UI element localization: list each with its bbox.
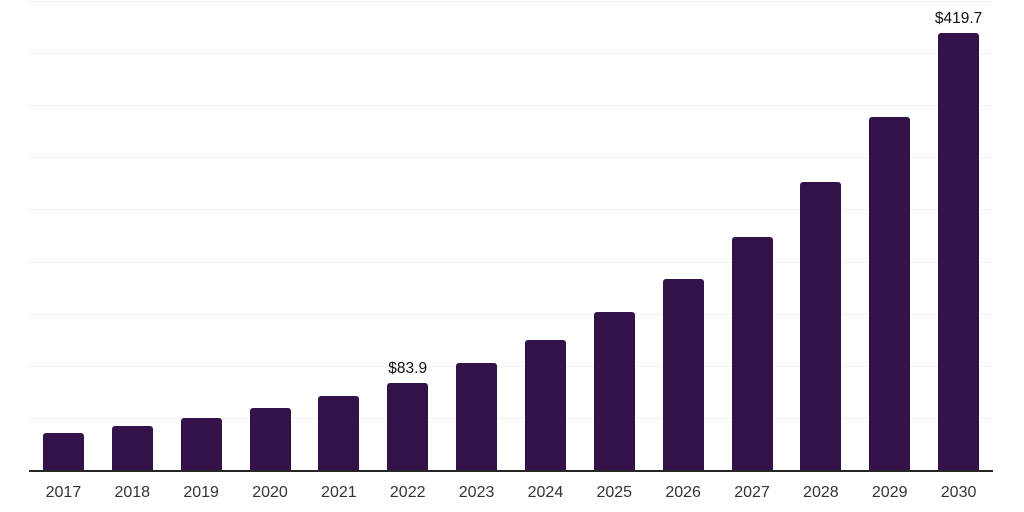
x-axis-label-2021: 2021 (321, 484, 357, 501)
gridline (29, 417, 993, 419)
x-axis-label-2023: 2023 (458, 484, 495, 501)
x-axis-label-2027: 2027 (734, 484, 770, 501)
bar-2025 (593, 312, 635, 470)
x-axis-line (29, 470, 993, 472)
gridline (29, 365, 993, 367)
bar-2023 (456, 362, 498, 470)
x-axis-label-2024: 2024 (527, 484, 564, 501)
bar-2017 (42, 432, 84, 470)
x-axis-label-2017: 2017 (45, 484, 82, 501)
bar-2029 (869, 116, 911, 470)
gridline (29, 1, 993, 2)
gridline (29, 209, 993, 211)
x-axis-label-2028: 2028 (803, 484, 839, 501)
bar-value-label-2022: $83.9 (388, 359, 428, 377)
gridline (29, 105, 993, 107)
x-axis-label-2022: 2022 (389, 484, 426, 501)
bar-2024 (524, 340, 566, 470)
x-axis-label-2026: 2026 (665, 484, 701, 501)
x-axis-label-2018: 2018 (114, 484, 151, 501)
x-axis-label-2029: 2029 (871, 484, 908, 501)
bar-2019 (180, 418, 222, 470)
x-axis-label-2019: 2019 (183, 484, 219, 501)
x-axis-label-2030: 2030 (940, 484, 977, 501)
gridline (29, 313, 993, 315)
bar-value-label-2030: $419.7 (934, 9, 983, 27)
gridline (29, 53, 993, 55)
x-axis-label-2025: 2025 (596, 484, 633, 501)
bar-2026 (662, 278, 704, 470)
bar-2020 (249, 407, 291, 470)
bar-2022 (387, 382, 429, 470)
bar-2027 (731, 236, 773, 470)
gridline (29, 261, 993, 263)
bar-2028 (800, 182, 842, 470)
bar-2030 (938, 32, 980, 470)
x-axis-label-2020: 2020 (252, 484, 288, 501)
gridline (29, 157, 993, 159)
bar-2018 (111, 426, 153, 470)
bar-2021 (318, 396, 360, 470)
